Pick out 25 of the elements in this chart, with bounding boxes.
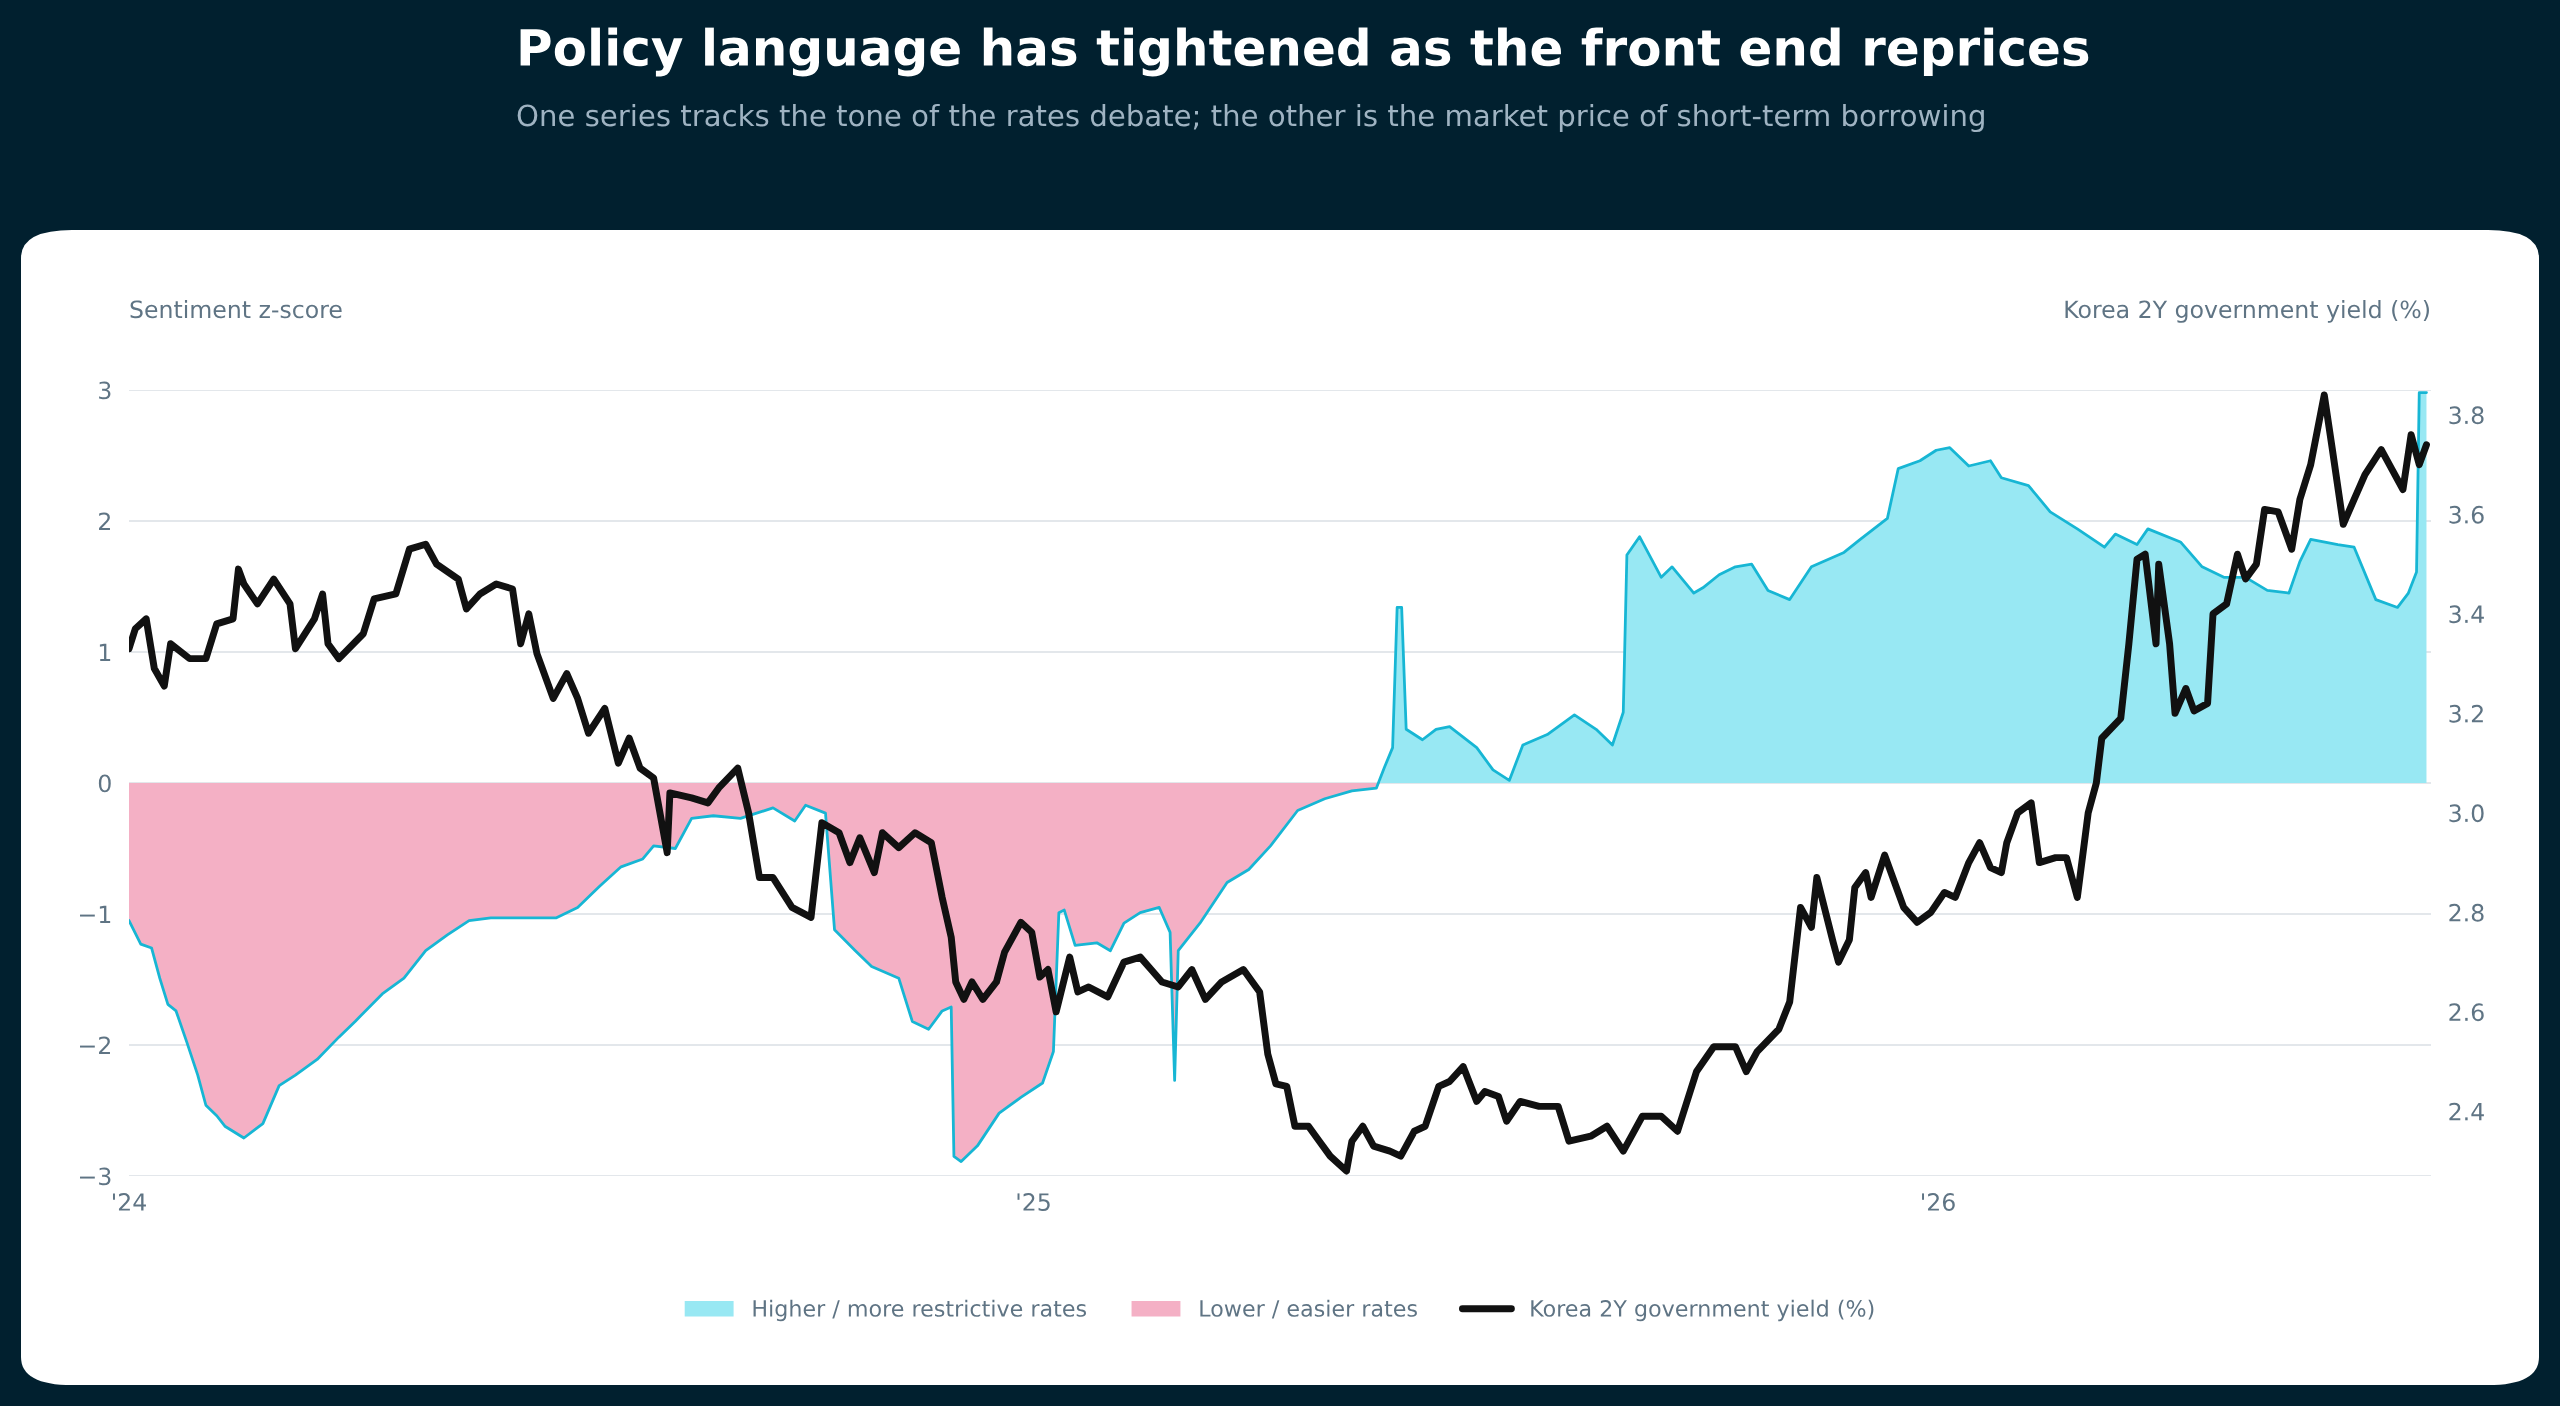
legend-label: Lower / easier rates bbox=[1200, 1299, 1417, 1319]
y2-tick-label: 3.6 bbox=[2449, 505, 2484, 524]
x-tick-label: '26 bbox=[1922, 1193, 1955, 1211]
y2-axis-title: Korea 2Y government yield (%) bbox=[2065, 299, 2429, 323]
y2-tick-label: 3.8 bbox=[2449, 406, 2484, 425]
y-tick-label: −1 bbox=[80, 905, 111, 923]
y2-tick-label: 2.6 bbox=[2449, 1003, 2484, 1022]
chart-title: Policy language has tightened as the front end reprices bbox=[520, 27, 2089, 77]
y-tick-label: −3 bbox=[80, 1167, 111, 1186]
legend-label: Higher / more restrictive rates bbox=[753, 1299, 1087, 1322]
y-tick-label: 2 bbox=[99, 512, 110, 530]
y-tick-label: 1 bbox=[99, 643, 111, 661]
legend-label: Korea 2Y government yield (%) bbox=[1531, 1299, 1874, 1322]
y2-tick-label: 3.2 bbox=[2449, 704, 2483, 723]
y-tick-label: 0 bbox=[98, 774, 111, 793]
x-tick-label: '24 bbox=[113, 1193, 146, 1211]
y-tick-label: 3 bbox=[99, 381, 111, 400]
y-tick-label: −2 bbox=[80, 1036, 110, 1054]
y2-tick-label: 3.0 bbox=[2449, 804, 2484, 823]
y2-tick-label: 3.4 bbox=[2449, 605, 2484, 624]
y2-tick-label: 2.4 bbox=[2449, 1102, 2484, 1121]
y2-tick-label: 2.8 bbox=[2449, 903, 2484, 922]
chart-subtitle: One series tracks the tone of the rates debate; the other is the market price of short-term borrowing bbox=[517, 103, 1984, 133]
y-axis-title: Sentiment z-score bbox=[130, 299, 342, 319]
x-tick-label: '25 bbox=[1017, 1193, 1050, 1211]
